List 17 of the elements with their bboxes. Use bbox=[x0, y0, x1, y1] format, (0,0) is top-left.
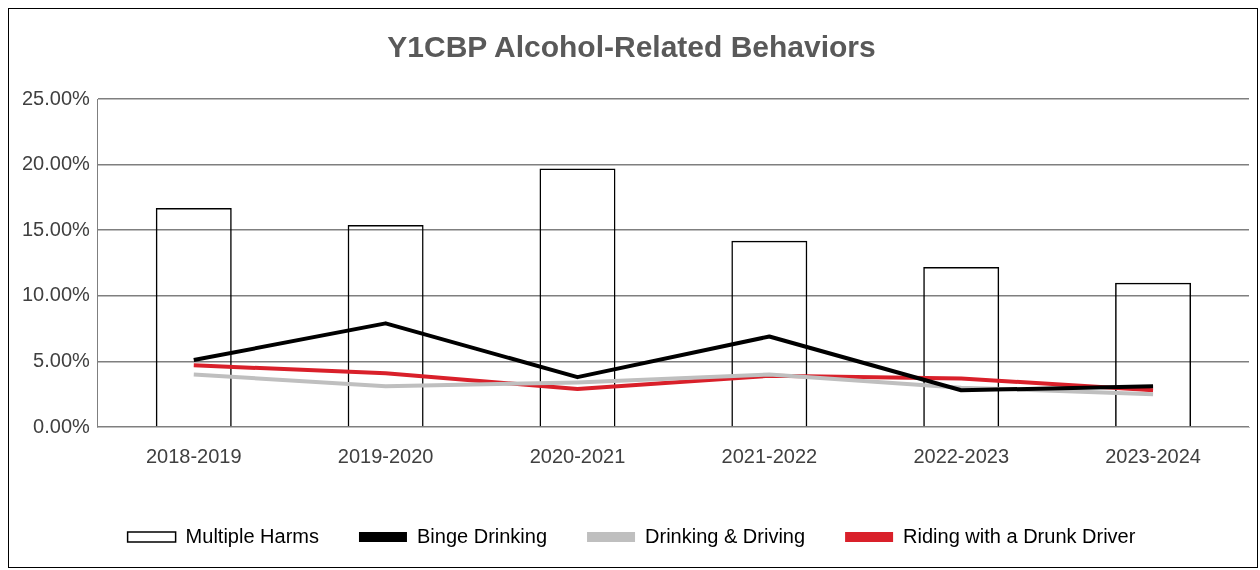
x-tick-label: 2018-2019 bbox=[145, 444, 242, 467]
x-tick-label: 2023-2024 bbox=[1105, 444, 1201, 467]
y-tick-label: 20.00% bbox=[21, 152, 91, 175]
y-tick-label: 5.00% bbox=[33, 348, 91, 371]
x-tick-label: 2019-2020 bbox=[337, 444, 434, 467]
y-tick-label: 15.00% bbox=[21, 217, 91, 240]
chart-title: Y1CBP Alcohol-Related Behaviors bbox=[387, 30, 876, 64]
legend-label: Drinking & Driving bbox=[645, 524, 806, 547]
y-tick-label: 10.00% bbox=[21, 283, 91, 306]
y-tick-label: 0.00% bbox=[33, 414, 91, 437]
x-tick-label: 2022-2023 bbox=[913, 444, 1010, 467]
legend-label: Binge Drinking bbox=[416, 524, 548, 547]
y-tick-label: 25.00% bbox=[21, 86, 91, 109]
x-tick-label: 2020-2021 bbox=[529, 444, 626, 467]
legend-label: Riding with a Drunk Driver bbox=[903, 524, 1136, 547]
legend-label: Multiple Harms bbox=[185, 524, 319, 547]
x-tick-label: 2021-2022 bbox=[721, 444, 818, 467]
